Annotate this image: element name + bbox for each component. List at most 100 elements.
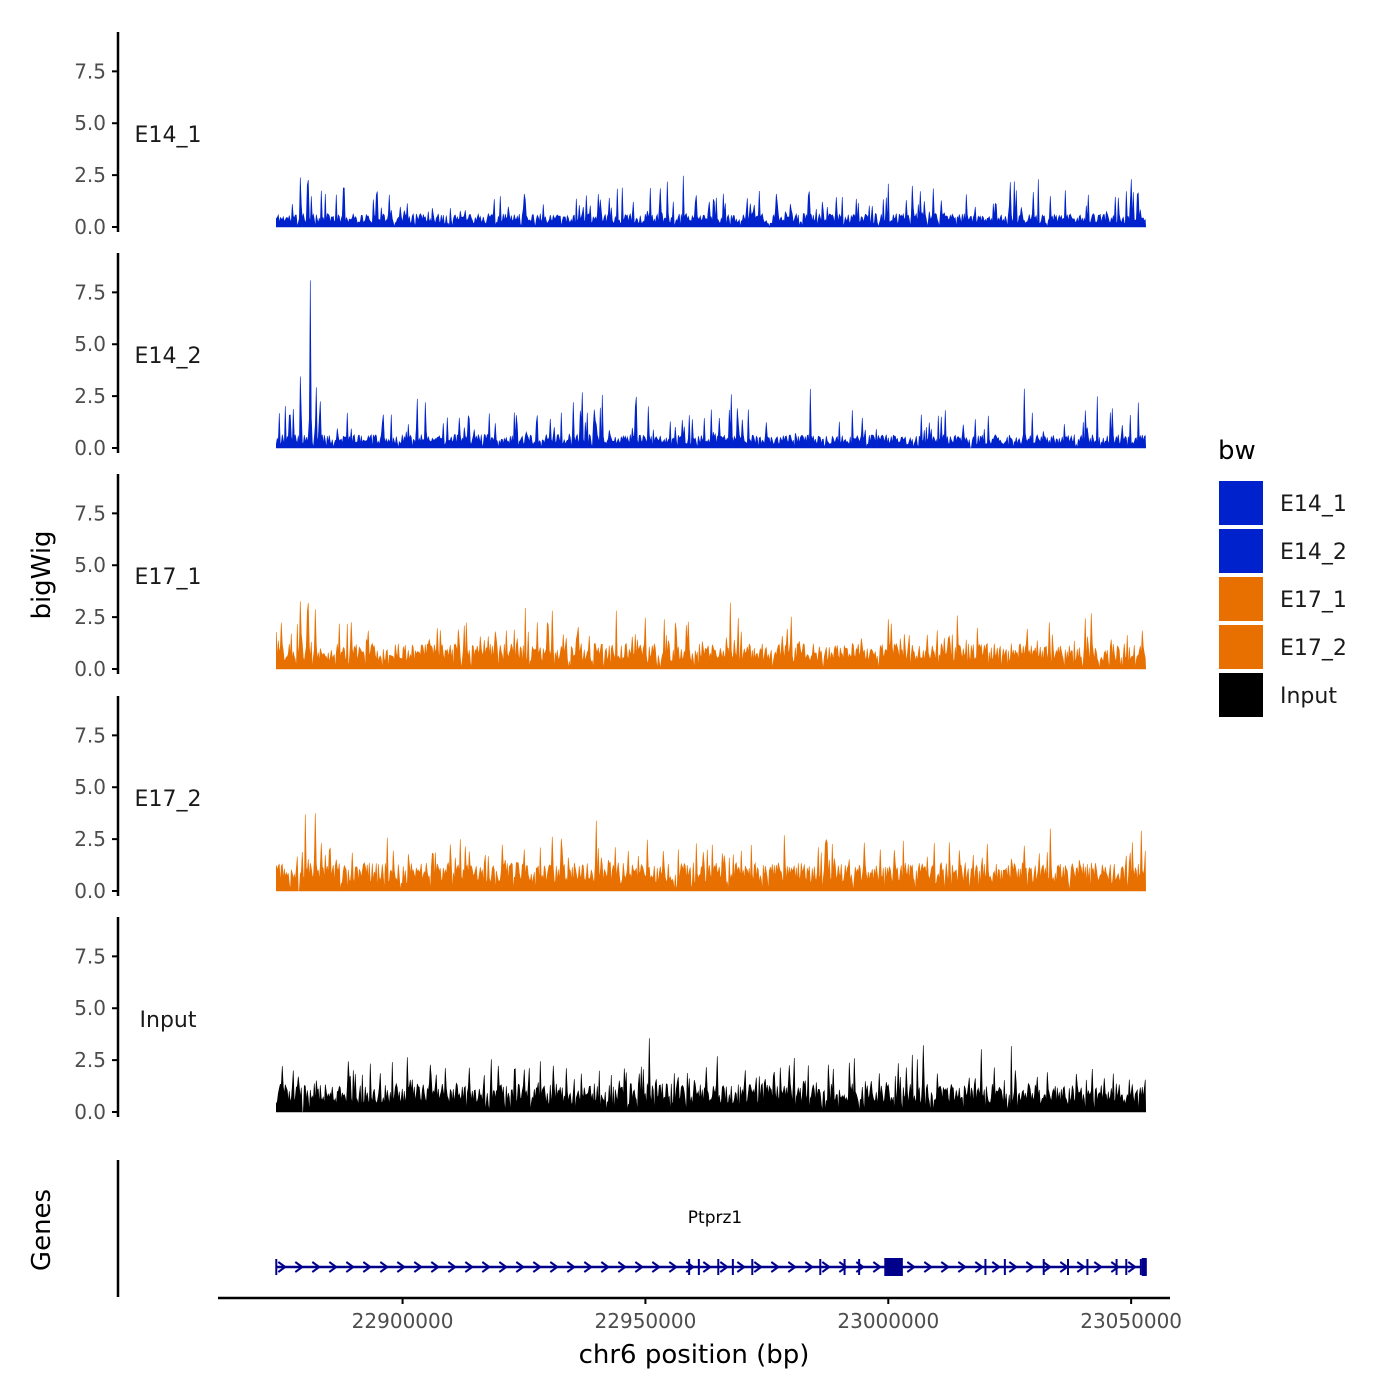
- y-tick-label: 7.5: [74, 280, 106, 304]
- y-tick-label: 5.0: [74, 111, 106, 135]
- signal-area: [276, 813, 1147, 892]
- x-tick-label: 23000000: [837, 1309, 939, 1333]
- x-axis: 22900000 22950000 23000000 23050000: [218, 1296, 1182, 1333]
- strand-arrow: [838, 1261, 849, 1273]
- y-tick-label: 2.5: [74, 163, 106, 187]
- y-tick-label: 0.0: [74, 215, 106, 239]
- y-tick-label: 0.0: [74, 1100, 106, 1124]
- legend-swatch: [1217, 479, 1265, 527]
- strand-arrow: [532, 1261, 543, 1273]
- y-tick-label: 0.0: [74, 436, 106, 460]
- y-tick-label: 5.0: [74, 775, 106, 799]
- strand-arrow: [940, 1261, 951, 1273]
- strand-arrow: [600, 1261, 611, 1273]
- y-tick-label: 7.5: [74, 59, 106, 83]
- strand-arrow: [702, 1261, 713, 1273]
- strand-arrow: [515, 1261, 526, 1273]
- y-tick-label: 2.5: [74, 827, 106, 851]
- strand-arrow: [1042, 1261, 1053, 1273]
- legend-item-E14_2: E14_2: [1217, 527, 1347, 575]
- x-axis-title: chr6 position (bp): [579, 1340, 810, 1370]
- strand-arrow: [821, 1261, 832, 1273]
- strand-arrow: [583, 1261, 594, 1273]
- track-label: Input: [140, 1008, 197, 1033]
- signal-area: [276, 175, 1147, 229]
- y-tick-label: 7.5: [74, 501, 106, 525]
- legend-label: E14_2: [1280, 540, 1347, 565]
- legend-label: Input: [1280, 684, 1337, 709]
- strand-arrow: [1025, 1261, 1036, 1273]
- y-tick-label: 7.5: [74, 944, 106, 968]
- strand-arrow: [668, 1261, 679, 1273]
- strand-arrow: [481, 1261, 492, 1273]
- y-tick-label: 5.0: [74, 332, 106, 356]
- strand-arrow: [430, 1261, 441, 1273]
- strand-arrow: [498, 1261, 509, 1273]
- y-axis-title: bigWig: [27, 530, 57, 619]
- signal-area: [276, 601, 1147, 670]
- terminal-exon: [1141, 1258, 1147, 1276]
- strand-arrow: [447, 1261, 458, 1273]
- signal-area: [276, 1038, 1147, 1113]
- strand-arrow: [549, 1261, 560, 1273]
- track-label: E14_1: [135, 123, 202, 148]
- strand-arrow: [770, 1261, 781, 1273]
- legend: bw E14_1 E14_2 E17_1 E17_2 Input: [1217, 436, 1347, 719]
- y-tick-label: 2.5: [74, 1048, 106, 1072]
- strand-arrow: [719, 1261, 730, 1273]
- track-E14_2: 0.0 2.5 5.0 7.5 E14_2: [74, 253, 1147, 460]
- track-E17_2: 0.0 2.5 5.0 7.5 E17_2: [74, 696, 1147, 903]
- legend-swatch: [1217, 623, 1265, 671]
- strand-arrow: [1127, 1261, 1138, 1273]
- legend-item-E17_2: E17_2: [1217, 623, 1347, 671]
- legend-label: E14_1: [1280, 492, 1347, 517]
- genes-track: Ptprz1: [116, 1160, 1147, 1297]
- strand-arrow: [872, 1261, 883, 1273]
- track-E17_1: 0.0 2.5 5.0 7.5 E17_1: [74, 474, 1147, 681]
- strand-arrow: [566, 1261, 577, 1273]
- strand-arrow: [736, 1261, 747, 1273]
- strand-arrow: [328, 1261, 339, 1273]
- strand-arrow: [804, 1261, 815, 1273]
- track-label: E14_2: [135, 344, 202, 369]
- strand-arrow: [1093, 1261, 1104, 1273]
- bigwig-tracks: 0.0 2.5 5.0 7.5 E14_1 0.0 2.5 5.0 7.5 E14_2 0.0 2.5…: [74, 32, 1147, 1124]
- track-E14_1: 0.0 2.5 5.0 7.5 E14_1: [74, 32, 1147, 239]
- x-tick-label: 23050000: [1080, 1309, 1182, 1333]
- strand-arrow: [617, 1261, 628, 1273]
- strand-arrow: [957, 1261, 968, 1273]
- track-Input: 0.0 2.5 5.0 7.5 Input: [74, 917, 1147, 1124]
- x-tick-label: 22950000: [595, 1309, 697, 1333]
- signal-area: [276, 280, 1147, 449]
- strand-arrow: [345, 1261, 356, 1273]
- strand-arrow: [651, 1261, 662, 1273]
- strand-arrow: [294, 1261, 305, 1273]
- legend-item-Input: Input: [1217, 671, 1337, 719]
- legend-swatch: [1217, 575, 1265, 623]
- strand-arrow: [362, 1261, 373, 1273]
- y-tick-label: 0.0: [74, 657, 106, 681]
- strand-arrow: [1008, 1261, 1019, 1273]
- strand-arrow: [413, 1261, 424, 1273]
- strand-arrow: [1076, 1261, 1087, 1273]
- genes-track-title: Genes: [27, 1189, 57, 1271]
- y-tick-label: 2.5: [74, 605, 106, 629]
- x-tick-label: 22900000: [352, 1309, 454, 1333]
- y-tick-label: 5.0: [74, 553, 106, 577]
- gene-name-label: Ptprz1: [688, 1208, 742, 1228]
- legend-label: E17_1: [1280, 588, 1347, 613]
- strand-arrow: [753, 1261, 764, 1273]
- strand-arrow: [923, 1261, 934, 1273]
- strand-arrow: [379, 1261, 390, 1273]
- legend-swatch: [1217, 671, 1265, 719]
- legend-item-E14_1: E14_1: [1217, 479, 1347, 527]
- strand-arrow: [396, 1261, 407, 1273]
- y-tick-label: 2.5: [74, 384, 106, 408]
- y-tick-label: 5.0: [74, 996, 106, 1020]
- strand-arrow: [277, 1261, 288, 1273]
- strand-arrow: [906, 1261, 917, 1273]
- strand-arrow: [974, 1261, 985, 1273]
- legend-label: E17_2: [1280, 636, 1347, 661]
- track-label: E17_1: [135, 565, 202, 590]
